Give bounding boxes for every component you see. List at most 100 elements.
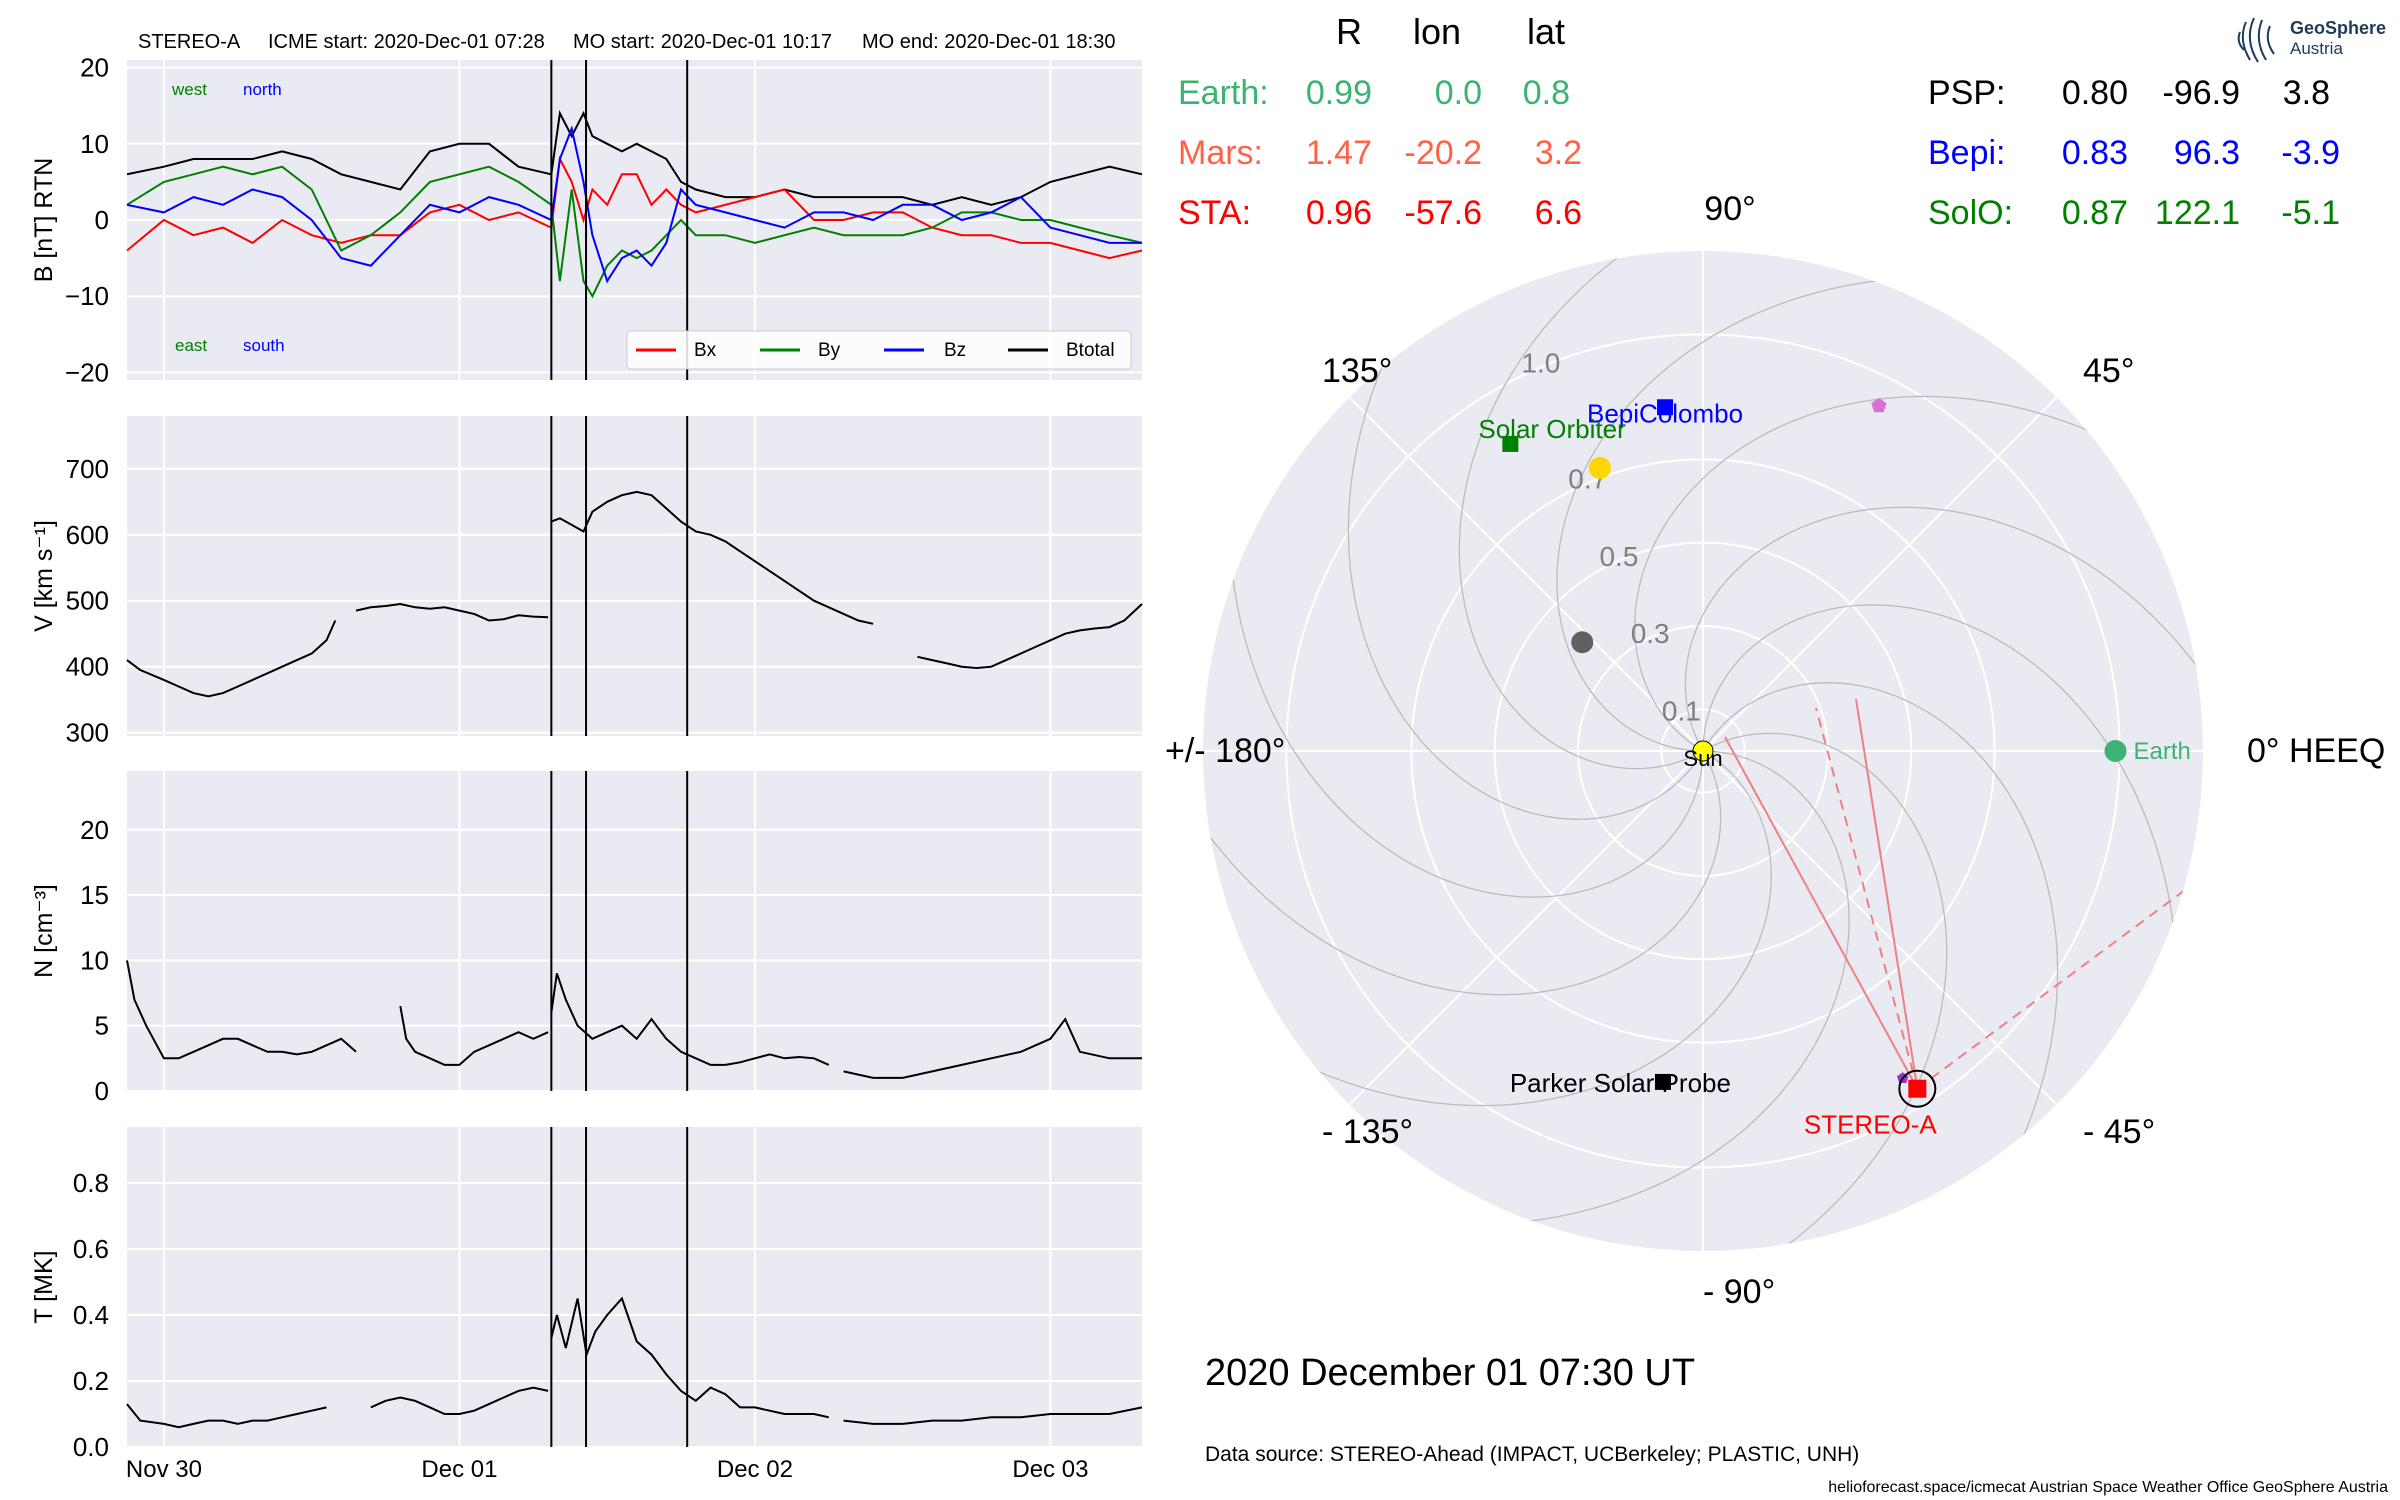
angle-label-0: 0° HEEQ [2247, 732, 2385, 770]
logo-line2: Austria [2290, 39, 2343, 58]
fov-line-dashed [1916, 883, 2194, 1090]
body-label-sun: Sun [1683, 746, 1722, 771]
table-col-lon: lon [1413, 11, 1461, 52]
position-table: R lon lat Earth: 0.99 0.0 0.8 Mars: 1.47… [1178, 11, 2340, 232]
parker-solar-probe-marker [1654, 1073, 1671, 1090]
sun-marker [1692, 740, 1714, 762]
legend-label-btotal: Btotal [1066, 340, 1115, 361]
table-mars-lon: -20.2 [1405, 134, 1483, 172]
body-label-earth: Earth [2134, 738, 2191, 765]
parker-spiral-line [1702, 604, 2178, 1016]
b-legend: Bx By Bz Btotal [626, 330, 1132, 370]
ytick-label-T: 0.2 [73, 1366, 109, 1396]
ytick-label-V: 400 [66, 652, 109, 682]
legend-box [626, 330, 1132, 370]
ytick-label-T: 0.8 [73, 1168, 109, 1198]
fov-line [1724, 736, 1919, 1090]
table-psp-r: 0.80 [2062, 74, 2128, 112]
table-solo-lon: 122.1 [2155, 194, 2240, 232]
panel-bg-N [127, 771, 1142, 1091]
logo-line1: GeoSphere [2290, 18, 2386, 38]
table-earth-name: Earth: [1178, 74, 1269, 112]
angular-grid-line [1348, 750, 1704, 1106]
angle-label-m45: - 45° [2083, 1113, 2155, 1151]
parker-spirals [1203, 251, 2203, 1251]
xtick-label: Dec 01 [421, 1456, 497, 1483]
stereo-a-highlight-ring [1898, 1069, 1937, 1108]
body-label-bepicolombo: BepiColombo [1587, 398, 1743, 428]
xtick-label: Dec 03 [1012, 1456, 1088, 1483]
geosphere-logo-icon [2237, 17, 2275, 63]
stereo-a-marker [1908, 1079, 1927, 1098]
data-source: Data source: STEREO-Ahead (IMPACT, UCBer… [1205, 1443, 1859, 1466]
body-label-stereo-a: STEREO-A [1804, 1110, 1938, 1140]
table-earth-lon: 0.0 [1435, 74, 1482, 112]
angle-label-m90: - 90° [1703, 1273, 1775, 1311]
table-earth-lat: 0.8 [1523, 74, 1570, 112]
series-V [126, 620, 337, 698]
ylabel-T: T [MK] [30, 1250, 58, 1323]
series-T [370, 1386, 549, 1415]
parker-spiral-line [1684, 506, 2203, 752]
ytick-label-B: 10 [80, 129, 109, 159]
ytick-label-N: 10 [80, 945, 109, 975]
body-label-parker-solar-probe: Parker Solar Probe [1510, 1068, 1731, 1098]
plot-timestamp: 2020 December 01 07:30 UT [1205, 1352, 1695, 1394]
solar-orbiter-marker [1502, 435, 1519, 452]
panel-bg-V [127, 416, 1142, 736]
angle-label-m135: - 135° [1322, 1113, 1413, 1151]
ytick-label-N: 15 [80, 880, 109, 910]
body-label-solar-orbiter: Solar Orbiter [1478, 414, 1626, 444]
table-col-r: R [1336, 11, 1362, 52]
angle-label-180: +/- 180° [1165, 732, 1285, 770]
angular-grid-line [1702, 396, 2058, 752]
table-psp-lon: -96.9 [2163, 74, 2241, 112]
geosphere-logo: GeoSphere Austria [2237, 17, 2386, 63]
ylabel-N: N [cm⁻³] [30, 884, 58, 978]
legend-label-bz: Bz [944, 340, 966, 361]
ytick-label-N: 0 [95, 1076, 109, 1106]
table-solo-r: 0.87 [2062, 194, 2128, 232]
ytick-label-B: −20 [65, 357, 109, 387]
radial-tick-label: 1.0 [1521, 348, 1560, 379]
planet-marker [1571, 631, 1594, 654]
ytick-label-V: 500 [66, 586, 109, 616]
angle-label-135: 135° [1322, 352, 1392, 390]
series-T [843, 1406, 1143, 1425]
parker-spiral-line [1237, 750, 1772, 1107]
parker-spiral-line [1634, 395, 2169, 752]
panel-bg-T [127, 1127, 1142, 1447]
series-N [399, 1005, 549, 1066]
series-N [126, 960, 357, 1060]
ytick-label-V: 700 [66, 454, 109, 484]
ytick-label-V: 300 [66, 718, 109, 748]
legend-label-by: By [818, 340, 841, 361]
parker-spiral-line [1702, 732, 1948, 1251]
series-N [843, 1017, 1142, 1079]
time-series-panels: 20 10 0 −10 −20 B [nT] RTN 700 600 500 400 300 V [k… [30, 53, 1143, 1483]
table-mars-lat: 3.2 [1535, 134, 1582, 172]
table-bepi-r: 0.83 [2062, 134, 2128, 172]
ytick-label-T: 0.4 [73, 1300, 109, 1330]
series-Bx [126, 155, 1143, 260]
table-solo-name: SolO: [1928, 194, 2013, 232]
ytick-label-T: 0.6 [73, 1234, 109, 1264]
radial-tick-label: 0.3 [1631, 618, 1670, 649]
table-mars-name: Mars: [1178, 134, 1263, 172]
table-sta-name: STA: [1178, 194, 1251, 232]
parker-spiral-line [1458, 251, 1704, 770]
planet-marker [1871, 397, 1887, 413]
ytick-label-V: 600 [66, 520, 109, 550]
credits-line: helioforecast.space/icmecat Austrian Spa… [1828, 1479, 2388, 1496]
ylabel-V: V [km s⁻¹] [30, 520, 58, 632]
angular-grid-line [1348, 396, 1704, 752]
ytick-label-B: 0 [95, 205, 109, 235]
parker-spiral-line [1702, 682, 2059, 1217]
table-psp-name: PSP: [1928, 74, 2005, 112]
mo-start-label: MO start: 2020-Dec-01 10:17 [573, 31, 832, 53]
parker-spiral-line [1347, 285, 1704, 820]
east-annotation: east [175, 336, 207, 355]
table-sta-r: 0.96 [1306, 194, 1372, 232]
